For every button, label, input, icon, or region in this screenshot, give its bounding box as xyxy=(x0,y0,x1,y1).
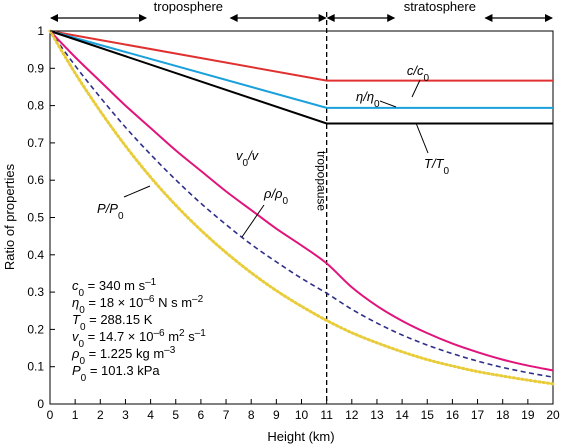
legend-constant-row: v0 = 14.7 × 10–6 m2 s–1 xyxy=(72,328,206,350)
legend-constant-row: ρ0 = 1.225 kg m–3 xyxy=(71,345,176,367)
x-tick-label: 10 xyxy=(295,408,309,422)
curve-label-leader xyxy=(379,100,397,108)
constants-legend: c0 = 340 m s–1η0 = 18 × 10–6 N s m–2T0 =… xyxy=(71,277,206,384)
series-eta-line xyxy=(49,30,553,109)
x-tick-label: 14 xyxy=(395,408,409,422)
x-tick-label: 20 xyxy=(546,408,560,422)
legend-constant-row: η0 = 18 × 10–6 N s m–2 xyxy=(72,294,204,316)
y-tick-label: 1 xyxy=(37,24,44,38)
x-tick-label: 16 xyxy=(446,408,460,422)
tropopause-label: tropopause xyxy=(315,151,329,211)
curve-labels-layer: tropopause c/c0 η/η0 T/T0 v0/vρ/ρ0 P/P0 xyxy=(97,63,450,238)
y-tick-label: 0.1 xyxy=(27,360,44,374)
curve-label-leader xyxy=(241,204,265,238)
region-label-troposphere: troposphere xyxy=(154,0,223,14)
troposphere-left-arrow-head-right xyxy=(139,14,148,22)
x-tick-label: 6 xyxy=(198,408,205,422)
curve-label-T: T/T0 xyxy=(424,156,450,177)
x-tick-label: 9 xyxy=(273,408,280,422)
x-tick-label: 5 xyxy=(172,408,179,422)
y-tick-label: 0.9 xyxy=(27,61,44,75)
x-tick-label: 2 xyxy=(97,408,104,422)
x-axis-title: Height (km) xyxy=(267,429,334,444)
series-T-line xyxy=(49,30,553,125)
legend-constant-row: c0 = 340 m s–1 xyxy=(72,277,157,299)
troposphere-right-arrow-head-left xyxy=(229,14,238,22)
stratosphere-right-arrow-head-right xyxy=(545,14,553,22)
legend-constant-row: P0 = 101.3 kPa xyxy=(72,363,160,384)
x-tick-label: 15 xyxy=(421,408,435,422)
x-tick-label: 1 xyxy=(72,408,79,422)
curve-label-c: c/c0 xyxy=(407,63,430,84)
x-tick-label: 17 xyxy=(471,408,485,422)
x-tick-label: 18 xyxy=(496,408,510,422)
series-nu-line xyxy=(49,30,554,372)
legend-constant-row: T0 = 288.15 K xyxy=(72,312,153,333)
series-P-line xyxy=(48,29,555,386)
stratosphere-left-arrow-head-right xyxy=(387,14,396,22)
x-tick-label: 13 xyxy=(370,408,384,422)
stratosphere-right-arrow-head-left xyxy=(484,14,493,22)
x-tick-label: 3 xyxy=(122,408,129,422)
stratosphere-left-arrow-head-left xyxy=(326,14,335,22)
x-tick-label: 8 xyxy=(248,408,255,422)
y-tick-label: 0.4 xyxy=(27,248,44,262)
curve-label-leader xyxy=(411,79,421,98)
y-tick-label: 0.6 xyxy=(27,173,44,187)
region-arrows: troposphere stratosphere xyxy=(50,0,553,22)
x-tick-label: 7 xyxy=(223,408,230,422)
curve-label-rho: ρ/ρ0 xyxy=(263,186,289,207)
x-tick-label: 0 xyxy=(47,408,54,422)
y-tick-label: 0.2 xyxy=(27,322,44,336)
troposphere-right-arrow-head-right xyxy=(318,14,327,22)
y-tick-label: 0.5 xyxy=(27,211,44,225)
y-tick-label: 0.3 xyxy=(27,285,44,299)
series-c-line xyxy=(49,30,553,82)
x-tick-label: 4 xyxy=(147,408,154,422)
curve-label-nu: v0/v xyxy=(236,148,260,169)
y-axis-title: Ratio of properties xyxy=(2,163,17,270)
y-tick-label: 0 xyxy=(37,397,44,411)
curve-label-leader xyxy=(123,185,151,198)
y-tick-label: 0.7 xyxy=(27,136,44,150)
ticks-layer: 0 1 2 3 4 5 6 7 8 9 10 11 12 13 14 15 16 17 18 19 2000.10.20… xyxy=(27,24,560,422)
region-label-stratosphere: stratosphere xyxy=(404,0,476,14)
x-tick-label: 12 xyxy=(345,408,359,422)
series-layer xyxy=(48,12,555,404)
curve-label-leader xyxy=(415,122,429,154)
y-tick-label: 0.8 xyxy=(27,99,44,113)
x-tick-label: 11 xyxy=(320,408,333,422)
curve-label-P: P/P0 xyxy=(97,201,124,222)
x-tick-label: 19 xyxy=(521,408,535,422)
curve-label-eta: η/η0 xyxy=(356,89,380,110)
troposphere-left-arrow-head-left xyxy=(50,14,58,22)
